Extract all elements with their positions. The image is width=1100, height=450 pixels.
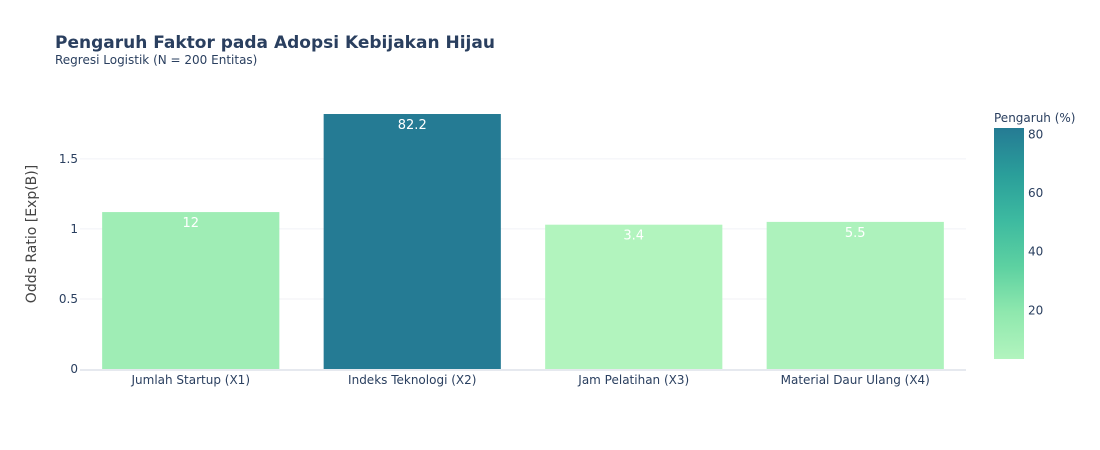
y-tick-label: 0	[70, 362, 78, 376]
y-axis: 0 0.5 1 1.5	[59, 152, 78, 376]
colorbar-tick-label: 20	[1028, 303, 1043, 317]
bar-data-label: 12	[182, 216, 199, 231]
bar	[545, 224, 723, 369]
bar-data-label: 3.4	[623, 229, 644, 244]
y-axis-label: Odds Ratio [Exp(B)]	[24, 165, 40, 303]
bar-data-label: 5.5	[845, 226, 866, 241]
x-tick-label: Jam Pelatihan (X3)	[577, 373, 689, 387]
bar	[766, 221, 944, 369]
colorbar-title: Pengaruh (%)	[994, 111, 1076, 125]
bar	[102, 212, 280, 369]
x-tick-label: Jumlah Startup (X1)	[130, 373, 250, 387]
bars-group: 12 82.2 3.4 5.5	[102, 114, 944, 370]
chart-subtitle: Regresi Logistik (N = 200 Entitas)	[55, 53, 258, 67]
x-tick-label: Indeks Teknologi (X2)	[348, 373, 476, 387]
y-tick-label: 1	[70, 222, 78, 236]
colorbar: Pengaruh (%) 20 40 60 80	[994, 111, 1076, 359]
y-tick-label: 1.5	[59, 152, 78, 166]
colorbar-tick-label: 40	[1028, 245, 1043, 259]
colorbar-tick-label: 60	[1028, 186, 1043, 200]
bar	[323, 114, 501, 370]
colorbar-tick-label: 80	[1028, 127, 1043, 141]
bar-data-label: 82.2	[398, 118, 427, 133]
colorbar-gradient	[994, 128, 1024, 359]
x-axis: Jumlah Startup (X1) Indeks Teknologi (X2)…	[130, 373, 929, 387]
chart-title: Pengaruh Faktor pada Adopsi Kebijakan Hi…	[55, 33, 495, 53]
y-tick-label: 0.5	[59, 292, 78, 306]
x-tick-label: Material Daur Ulang (X4)	[781, 373, 930, 387]
